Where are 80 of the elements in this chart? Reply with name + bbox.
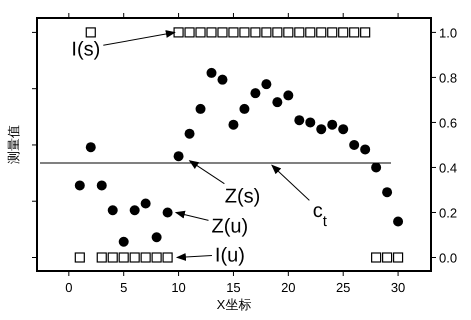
- point: [217, 27, 228, 38]
- point: [152, 232, 162, 242]
- point: [108, 205, 118, 216]
- point: [96, 180, 107, 190]
- point: [371, 252, 382, 263]
- point: [392, 252, 404, 263]
- point: [338, 124, 348, 134]
- point: [173, 27, 184, 38]
- point: [196, 104, 206, 114]
- point: [261, 27, 272, 38]
- point: [327, 27, 338, 38]
- point: [86, 142, 96, 152]
- y-tick-label: 0.6: [439, 115, 458, 130]
- point: [349, 27, 360, 38]
- y-axis-title: 测量值: [6, 125, 21, 164]
- point: [349, 140, 360, 150]
- annotation: I(u): [214, 244, 245, 266]
- point: [382, 187, 392, 198]
- point: [393, 216, 404, 226]
- point: [206, 27, 217, 38]
- point: [239, 27, 250, 38]
- point: [371, 162, 382, 172]
- point: [294, 115, 304, 126]
- x-axis-title: X坐标: [216, 297, 252, 312]
- point: [174, 151, 184, 162]
- point: [250, 27, 260, 38]
- point: [130, 252, 140, 263]
- point: [74, 252, 85, 263]
- point: [272, 27, 282, 38]
- point: [195, 27, 206, 38]
- x-tick-label: 30: [390, 280, 406, 295]
- annotation: Z(s): [224, 186, 260, 208]
- point: [184, 128, 195, 139]
- point: [140, 252, 151, 263]
- point: [272, 97, 282, 108]
- point: [140, 198, 151, 208]
- annotation: Z(u): [211, 215, 248, 238]
- point: [305, 27, 316, 38]
- point: [228, 120, 238, 130]
- annotation: c$_{t}$: [312, 200, 328, 230]
- point: [316, 124, 326, 134]
- point: [228, 27, 239, 38]
- y-tick-label: 0.0: [439, 250, 458, 266]
- point: [184, 27, 195, 38]
- point: [96, 252, 107, 263]
- point: [118, 252, 129, 263]
- point: [217, 74, 228, 85]
- annotation: I(s): [71, 38, 100, 60]
- point: [162, 252, 173, 263]
- point: [283, 90, 294, 100]
- point: [239, 104, 250, 114]
- point: [338, 27, 348, 38]
- y-tick-label: 0.2: [439, 205, 458, 220]
- point: [360, 27, 370, 38]
- point: [162, 207, 173, 218]
- x-tick-label: 25: [336, 280, 350, 295]
- point: [108, 252, 118, 263]
- point: [360, 144, 370, 154]
- point: [250, 88, 260, 98]
- point: [283, 27, 294, 38]
- point: [118, 236, 129, 247]
- x-tick-label: 0: [65, 280, 72, 295]
- y-tick-label: 0.4: [439, 160, 458, 176]
- point: [74, 180, 85, 190]
- point: [261, 79, 272, 90]
- x-tick-label: 20: [281, 280, 296, 295]
- x-tick-label: 10: [171, 280, 186, 295]
- point: [152, 252, 162, 263]
- point: [86, 27, 96, 38]
- point: [327, 120, 338, 130]
- x-tick-label: 5: [120, 280, 128, 295]
- point: [206, 68, 216, 78]
- y-tick-label: 0.8: [439, 70, 458, 86]
- point: [294, 27, 304, 38]
- x-tick-label: 15: [226, 280, 241, 295]
- point: [382, 252, 392, 263]
- y-tick-label: 1.0: [439, 25, 458, 40]
- point: [130, 205, 140, 216]
- point: [316, 27, 326, 38]
- point: [305, 117, 316, 128]
